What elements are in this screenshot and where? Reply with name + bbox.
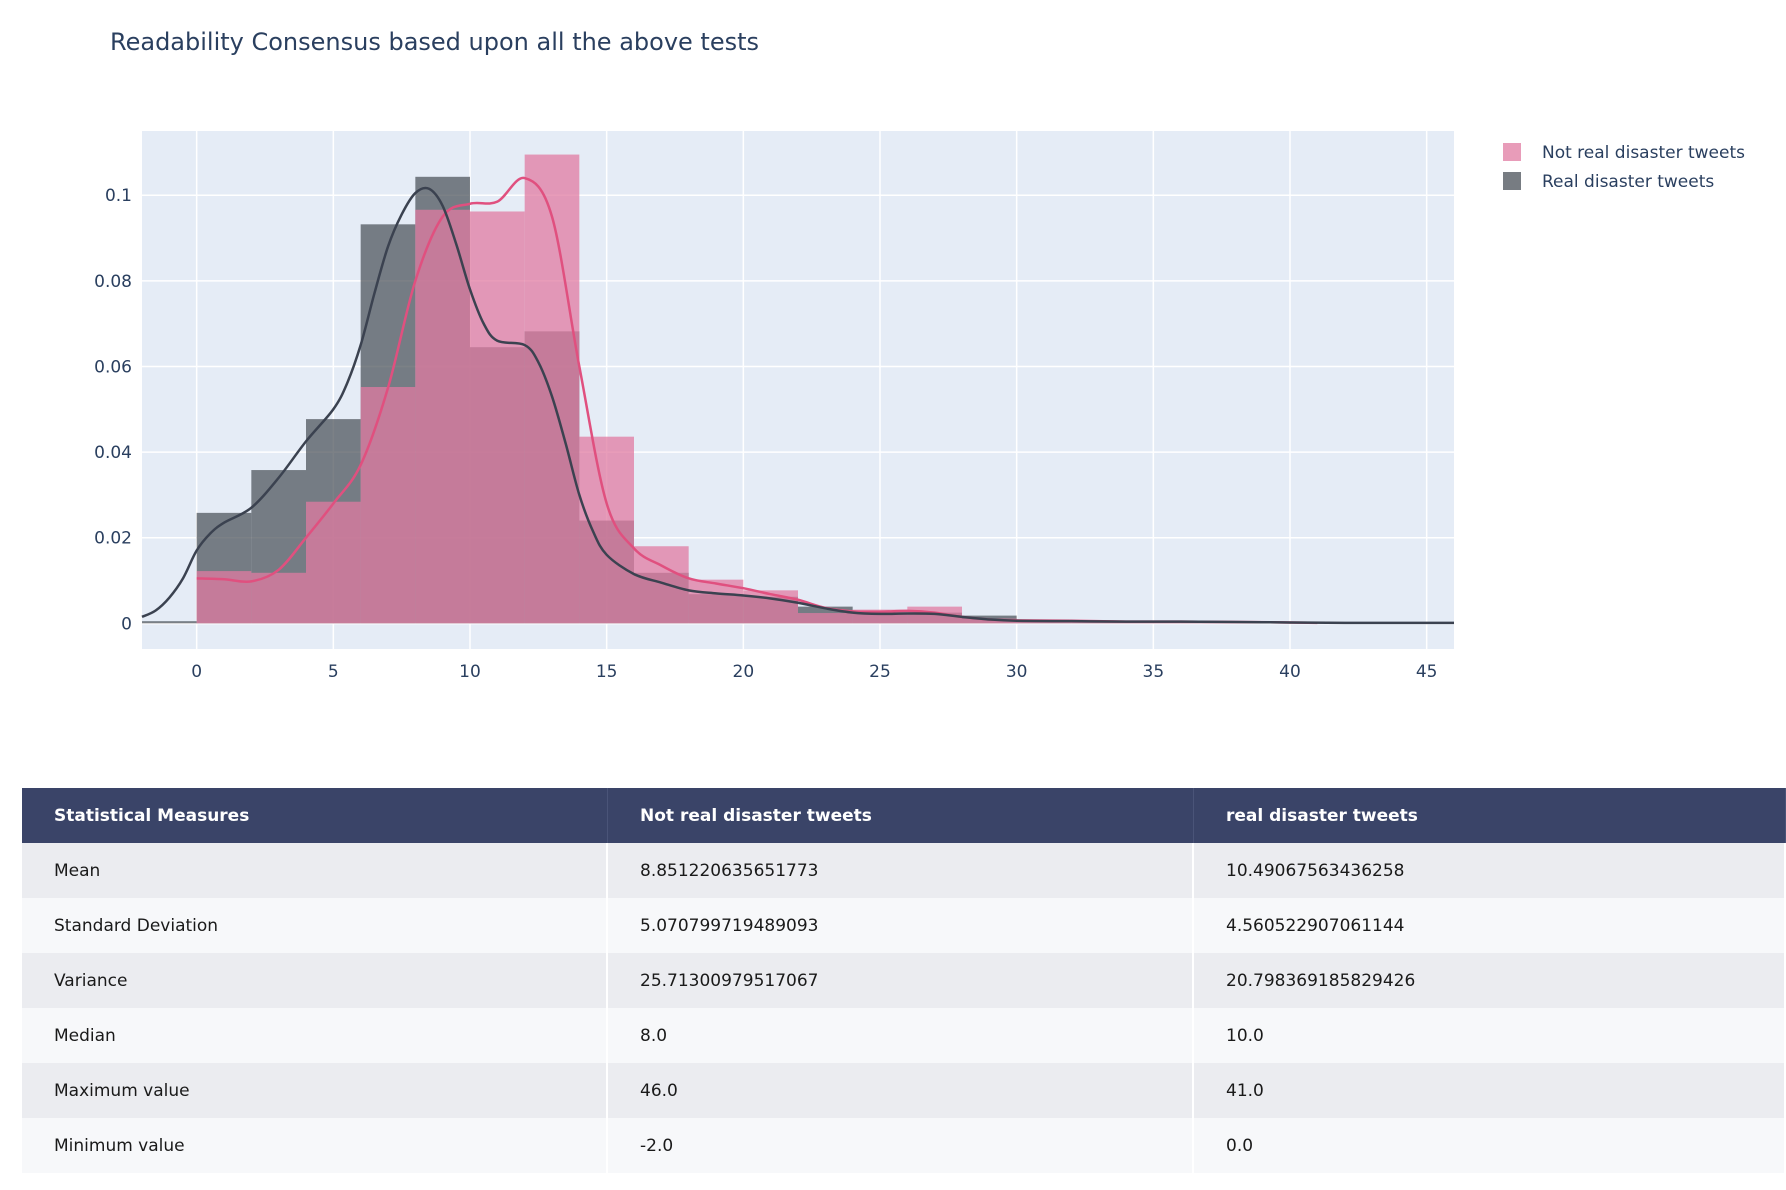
histogram-bar [524,154,580,624]
histogram-bar [470,211,525,624]
histogram-bar [798,613,853,624]
measure-name: Median [22,1008,608,1063]
histogram-bar [579,436,634,624]
y-tick-label: 0.04 [94,443,132,463]
x-tick-label: 0 [191,662,202,682]
x-tick-label: 45 [1416,662,1438,682]
real-value: 4.560522907061144 [1194,898,1786,953]
histogram-bar [251,572,306,624]
y-tick-label: 0.02 [94,529,132,549]
real-value: 0.0 [1194,1118,1786,1173]
histogram-bar [634,546,689,624]
histogram-bar [962,618,1017,624]
y-tick-label: 0.06 [94,357,132,377]
legend[interactable]: Not real disaster tweets Real disaster t… [1503,143,1745,192]
real-value: 10.0 [1194,1008,1786,1063]
x-tick-label: 35 [1143,662,1165,682]
y-tick-label: 0.1 [105,186,132,206]
x-tick-label: 10 [459,662,481,682]
table-row: Minimum value -2.0 0.0 [22,1118,1786,1173]
measure-name: Mean [22,843,608,898]
statistics-table: Statistical Measures Not real disaster t… [22,788,1786,1173]
histogram-bar [360,387,416,624]
table-row: Median 8.0 10.0 [22,1008,1786,1063]
measure-name: Minimum value [22,1118,608,1173]
legend-label: Real disaster tweets [1542,172,1714,192]
table-row: Standard Deviation 5.070799719489093 4.5… [22,898,1786,953]
not-real-value: 25.71300979517067 [608,953,1194,1008]
x-tick-label: 15 [596,662,618,682]
measure-name: Standard Deviation [22,898,608,953]
chart-title: Readability Consensus based upon all the… [110,28,760,56]
not-real-value: 8.0 [608,1008,1194,1063]
legend-swatch [1503,143,1521,161]
x-tick-label: 40 [1279,662,1301,682]
not-real-value: 46.0 [608,1063,1194,1118]
header-statistical-measures: Statistical Measures [22,788,608,843]
histogram-bar [306,501,361,624]
measure-name: Maximum value [22,1063,608,1118]
table-row: Variance 25.71300979517067 20.7983691858… [22,953,1786,1008]
y-tick-label: 0.08 [94,272,132,292]
density-curve-real [141,186,1454,625]
not-real-value: 8.851220635651773 [608,843,1194,898]
histogram-bar [415,209,470,624]
not-real-value: 5.070799719489093 [608,898,1194,953]
legend-label: Not real disaster tweets [1542,143,1745,163]
x-tick-label: 30 [1006,662,1028,682]
x-axis-ticks: 0 5 10 15 20 25 30 35 40 45 [191,662,1437,682]
table-row: Maximum value 46.0 41.0 [22,1063,1786,1118]
y-tick-label: 0 [121,614,132,634]
real-value: 10.49067563436258 [1194,843,1786,898]
x-tick-label: 25 [869,662,891,682]
y-axis-ticks: 0 0.02 0.04 0.06 0.08 0.1 [94,186,132,634]
not-real-value: -2.0 [608,1118,1194,1173]
measure-name: Variance [22,953,608,1008]
x-tick-label: 5 [328,662,339,682]
histogram-bars [142,154,1454,624]
x-tick-label: 20 [733,662,755,682]
histogram-bar [142,621,197,624]
histogram-chart: 0 5 10 15 20 25 30 35 40 45 00.020.040.060.080.1 … [94,131,1745,682]
table-header-row: Statistical Measures Not real disaster t… [22,788,1786,843]
legend-swatch [1503,172,1521,190]
table-row: Mean 8.851220635651773 10.49067563436258 [22,843,1786,898]
density-curves [141,176,1454,625]
real-value: 41.0 [1194,1063,1786,1118]
real-value: 20.798369185829426 [1194,953,1786,1008]
header-real-disaster: real disaster tweets [1194,788,1786,843]
header-not-real-disaster: Not real disaster tweets [608,788,1194,843]
